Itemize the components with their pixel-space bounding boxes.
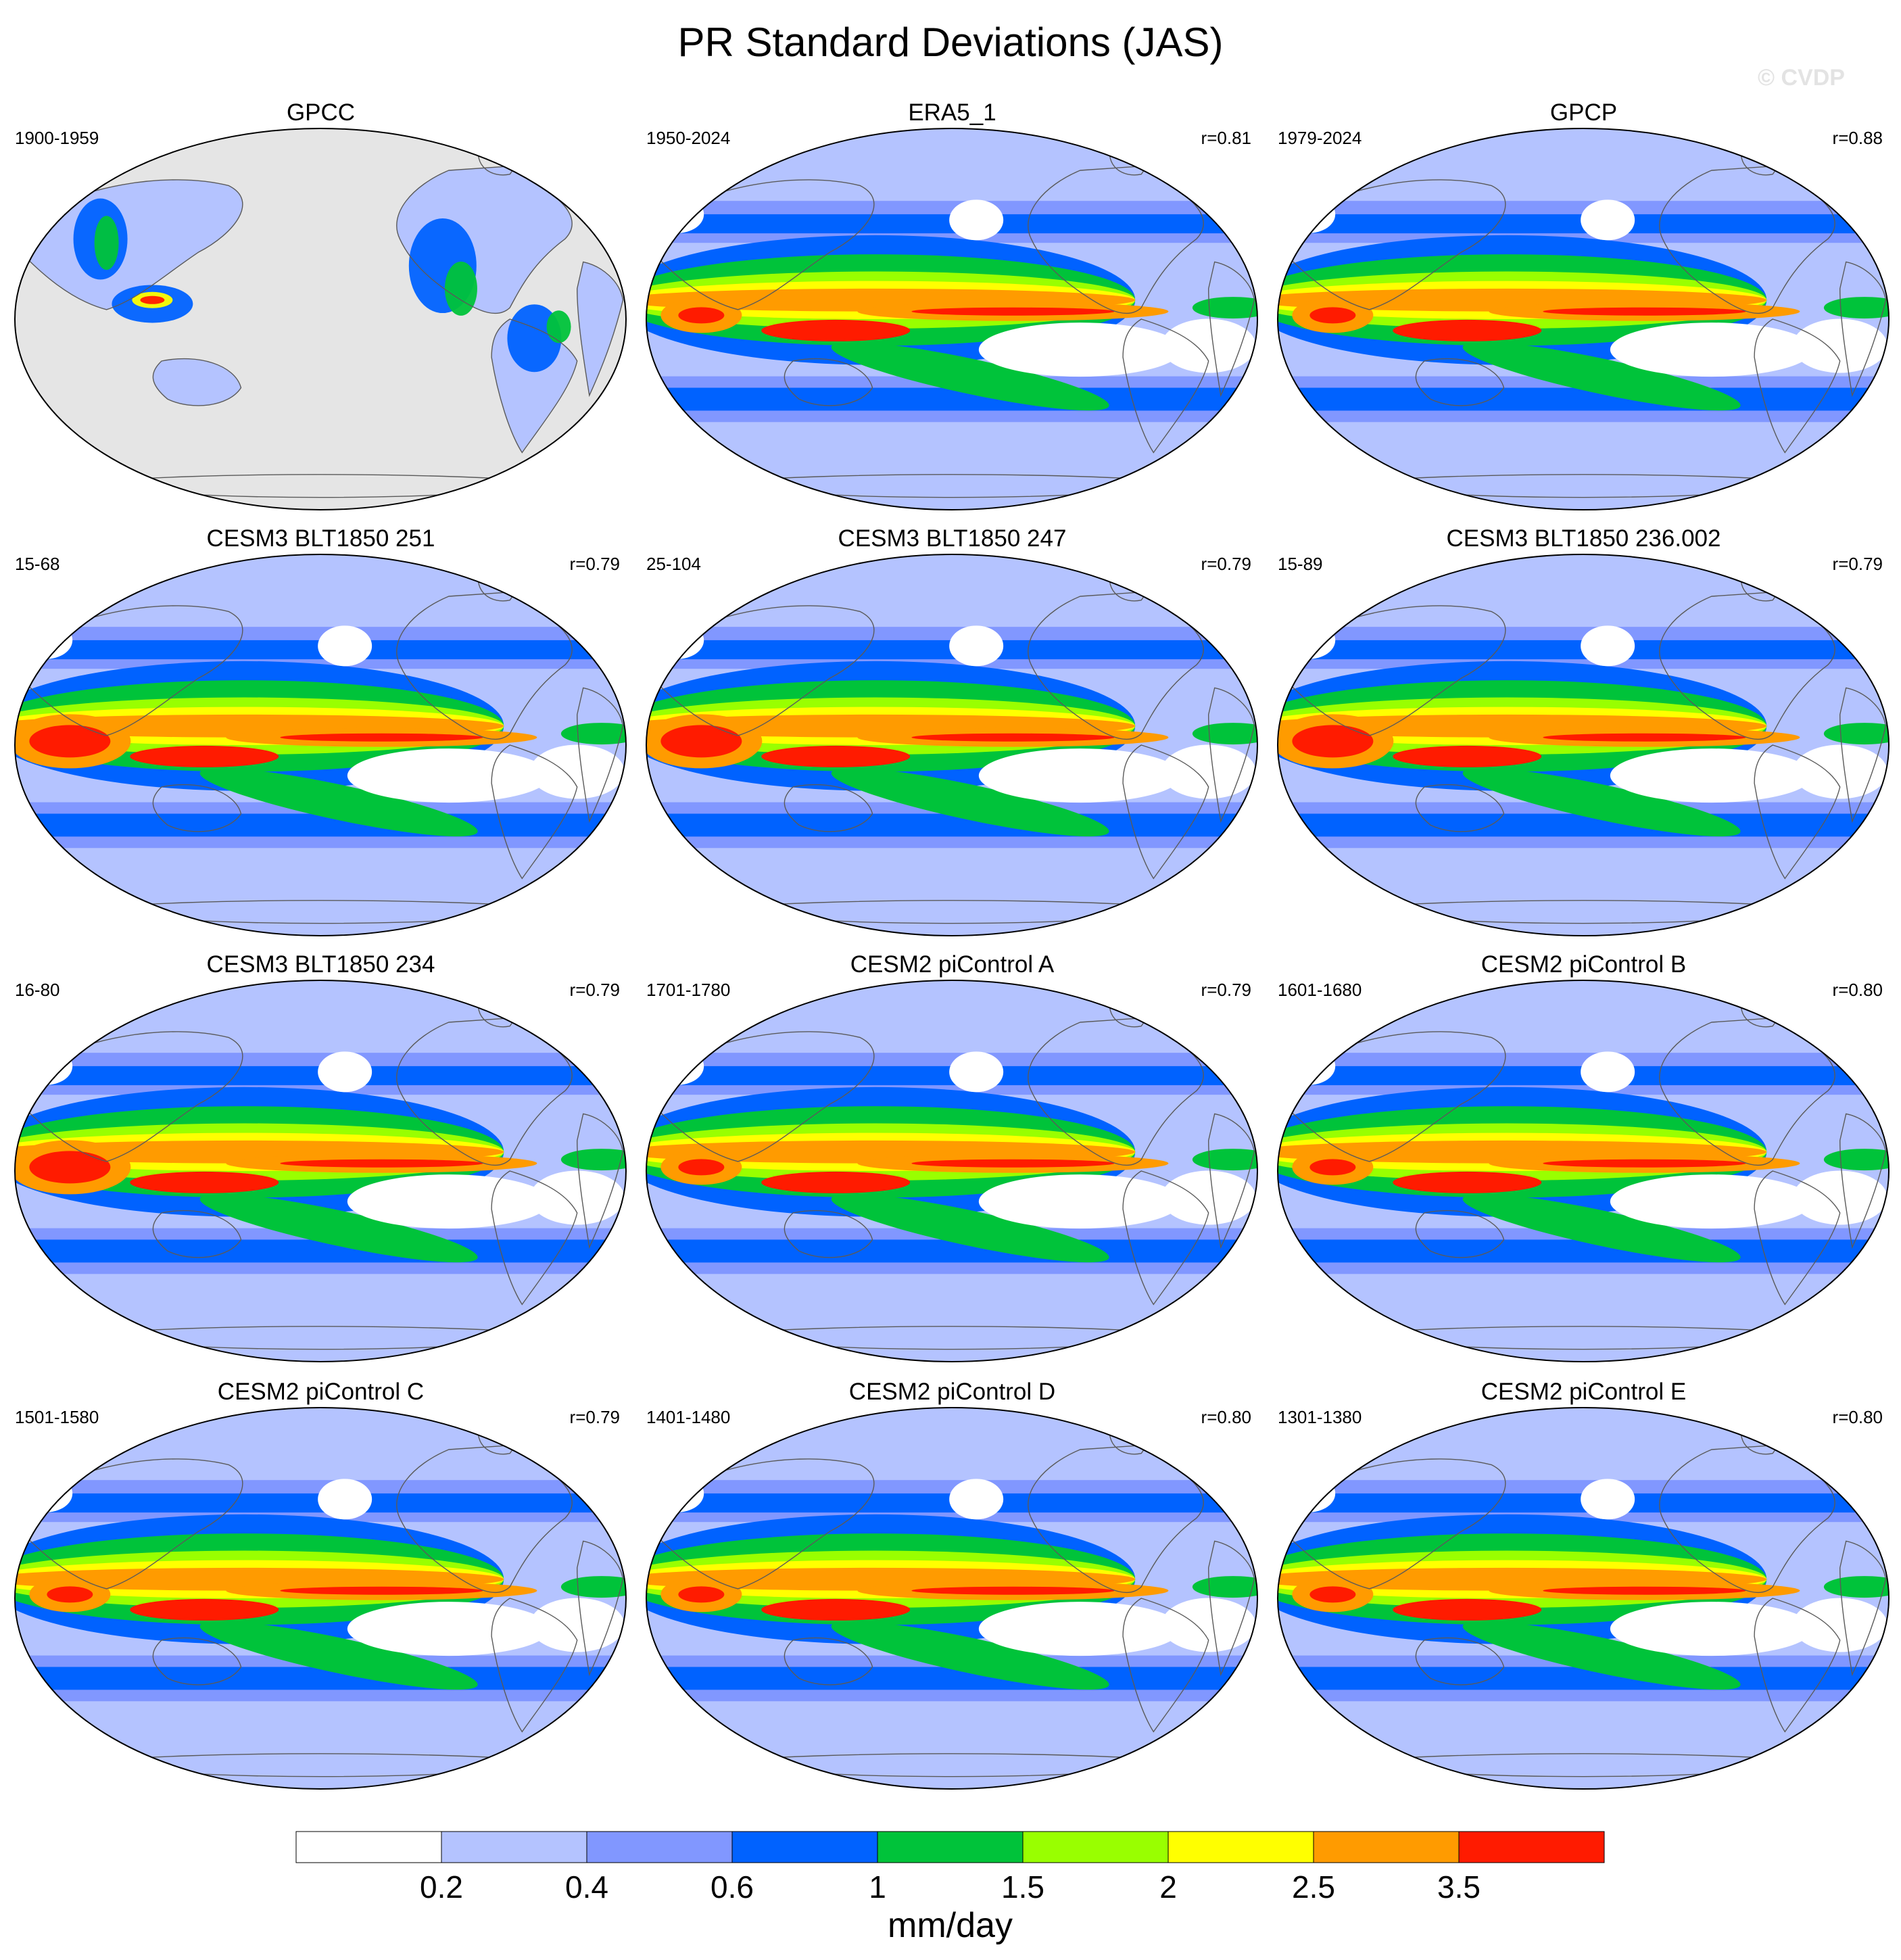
colorbar-tick-label: 3.5	[1437, 1869, 1481, 1905]
panel-correlation: r=0.88	[1832, 128, 1883, 148]
colorbar-tick-label: 0.2	[420, 1869, 463, 1905]
map-plot	[646, 1407, 1258, 1790]
map-plot	[14, 128, 627, 510]
map-panel: CESM2 piControl A 1701-1780 r=0.79	[637, 950, 1268, 1362]
colorbar-box	[731, 1831, 878, 1863]
panel-period: 1601-1680	[1278, 980, 1362, 1000]
map-plot	[1277, 554, 1890, 936]
colorbar-tick-label: 2.5	[1292, 1869, 1335, 1905]
map-plot	[646, 128, 1258, 510]
panel-title: CESM3 BLT1850 234	[206, 951, 435, 978]
panel-correlation: r=0.80	[1201, 1407, 1251, 1427]
panel-title: ERA5_1	[908, 99, 996, 126]
panel-title: CESM2 piControl C	[217, 1379, 425, 1405]
map-panel: CESM3 BLT1850 251 15-68 r=0.79	[5, 524, 636, 936]
panel-period: 1950-2024	[646, 128, 731, 148]
map-panel: CESM3 BLT1850 247 25-104 r=0.79	[637, 524, 1268, 936]
map-panel: GPCC 1900-1959	[5, 98, 636, 510]
panel-correlation: r=0.80	[1832, 1407, 1883, 1427]
colorbar-box	[441, 1831, 587, 1863]
panel-title: CESM2 piControl A	[850, 951, 1055, 978]
map-plot	[14, 980, 627, 1362]
colorbar-box	[877, 1831, 1024, 1863]
panel-period: 1301-1380	[1278, 1407, 1362, 1427]
map-panel: CESM2 piControl E 1301-1380 r=0.80	[1268, 1377, 1899, 1790]
panel-correlation: r=0.79	[569, 1407, 620, 1427]
panel-title: GPCC	[286, 99, 356, 126]
colorbar-box	[295, 1831, 442, 1863]
panel-correlation: r=0.79	[569, 980, 620, 1000]
map-plot	[1277, 1407, 1890, 1790]
map-plot	[646, 980, 1258, 1362]
colorbar-tick-label: 1.5	[1001, 1869, 1044, 1905]
panel-title: GPCP	[1549, 99, 1618, 126]
map-panel: CESM2 piControl C 1501-1580 r=0.79	[5, 1377, 636, 1790]
panel-period: 16-80	[15, 980, 60, 1000]
colorbar-tick-label: 2	[1159, 1869, 1177, 1905]
panel-correlation: r=0.80	[1832, 980, 1883, 1000]
colorbar-box	[1168, 1831, 1314, 1863]
map-panel: CESM3 BLT1850 236.002 15-89 r=0.79	[1268, 524, 1899, 936]
colorbar-box	[1458, 1831, 1605, 1863]
colorbar-tick-label: 0.6	[711, 1869, 754, 1905]
panel-period: 1501-1580	[15, 1407, 99, 1427]
panel-period: 1900-1959	[15, 128, 99, 148]
panel-correlation: r=0.79	[569, 554, 620, 574]
panel-title: CESM3 BLT1850 236.002	[1446, 525, 1721, 552]
panel-period: 1701-1780	[646, 980, 731, 1000]
map-panel: ERA5_1 1950-2024 r=0.81	[637, 98, 1268, 510]
map-plot	[646, 554, 1258, 936]
panel-period: 15-68	[15, 554, 60, 574]
map-panel: CESM3 BLT1850 234 16-80 r=0.79	[5, 950, 636, 1362]
panel-title: CESM2 piControl B	[1481, 951, 1687, 978]
colorbar-box	[1022, 1831, 1169, 1863]
map-plot	[14, 554, 627, 936]
map-plot	[1277, 980, 1890, 1362]
figure-title: PR Standard Deviations (JAS)	[677, 20, 1224, 65]
map-panel: CESM2 piControl B 1601-1680 r=0.80	[1268, 950, 1899, 1362]
panel-period: 1401-1480	[646, 1407, 731, 1427]
panel-title: CESM3 BLT1850 251	[206, 525, 435, 552]
panel-correlation: r=0.79	[1832, 554, 1883, 574]
panel-correlation: r=0.79	[1201, 980, 1251, 1000]
map-plot	[1277, 128, 1890, 510]
colorbar-box	[1313, 1831, 1460, 1863]
map-panel: GPCP 1979-2024 r=0.88	[1268, 98, 1899, 510]
colorbar-tick-label: 0.4	[565, 1869, 608, 1905]
panel-title: CESM2 piControl D	[848, 1379, 1056, 1405]
map-panel: CESM2 piControl D 1401-1480 r=0.80	[637, 1377, 1268, 1790]
panel-title: CESM3 BLT1850 247	[838, 525, 1067, 552]
panel-correlation: r=0.79	[1201, 554, 1251, 574]
panel-period: 15-89	[1278, 554, 1323, 574]
panel-correlation: r=0.81	[1201, 128, 1251, 148]
cvdp-watermark: © CVDP	[1758, 65, 1845, 91]
panel-title: CESM2 piControl E	[1481, 1379, 1687, 1405]
colorbar-box	[586, 1831, 733, 1863]
colorbar-tick-label: 1	[869, 1869, 886, 1905]
panel-period: 25-104	[646, 554, 701, 574]
panel-period: 1979-2024	[1278, 128, 1362, 148]
colorbar-units: mm/day	[888, 1906, 1013, 1945]
map-plot	[14, 1407, 627, 1790]
